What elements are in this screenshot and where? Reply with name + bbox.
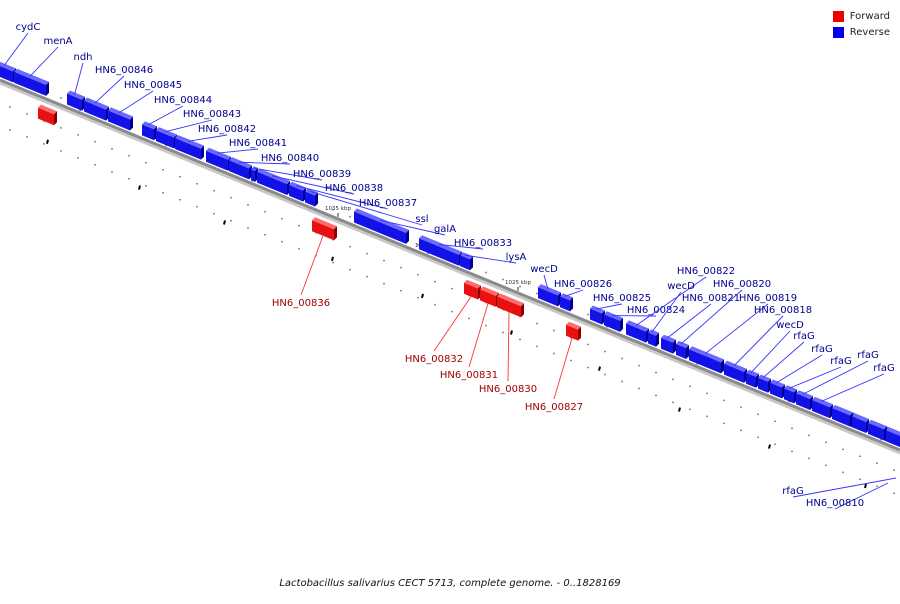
gene-label: menA xyxy=(43,36,72,47)
gene-label: HN6_00822 xyxy=(677,266,735,277)
gene-label: HN6_00831 xyxy=(440,370,498,381)
tick-label: 1025 kbp xyxy=(505,280,531,286)
gene-block-f2 xyxy=(464,280,481,300)
gene-block-g24 xyxy=(676,341,689,359)
gene-label: HN6_00840 xyxy=(261,153,319,164)
gene-label: wecD xyxy=(776,320,804,331)
gene-label: rfaG xyxy=(830,356,852,367)
gene-label: HN6_00843 xyxy=(183,109,241,120)
gene-label: HN6_00846 xyxy=(95,65,153,76)
track-dot-mark xyxy=(139,186,140,190)
gene-label: HN6_00844 xyxy=(154,95,212,106)
leader-line xyxy=(30,47,58,76)
gene-label: HN6_00839 xyxy=(293,169,351,180)
legend-forward: Forward xyxy=(833,8,890,24)
leader-line xyxy=(776,355,822,383)
leader-line xyxy=(821,374,884,402)
backbone-layer xyxy=(0,80,900,453)
forward-swatch xyxy=(833,11,844,22)
gene-label: HN6_00841 xyxy=(229,138,287,149)
track-dot-mark xyxy=(422,294,423,298)
leader-line xyxy=(763,342,804,378)
gene-label: HN6_00833 xyxy=(454,238,512,249)
track-dot-mark xyxy=(679,408,680,412)
track-dot-mark xyxy=(511,330,512,334)
gene-block-g16 xyxy=(460,252,473,270)
gene-label: HN6_00824 xyxy=(627,305,685,316)
gene-label: ndh xyxy=(73,52,92,63)
track-dot-mark xyxy=(769,445,770,449)
gene-face xyxy=(251,169,255,182)
gene-block-g22 xyxy=(648,329,659,346)
track-dot-mark xyxy=(47,140,48,144)
leader-line xyxy=(469,304,488,367)
gene-label: ssl xyxy=(415,214,428,225)
gene-label: HN6_00832 xyxy=(405,354,463,365)
gene-block-g28 xyxy=(758,375,771,393)
leader-line xyxy=(508,312,509,381)
gene-label: rfaG xyxy=(793,331,815,342)
track-dot-mark xyxy=(332,257,333,261)
leader-line xyxy=(75,63,84,95)
leader-line xyxy=(119,91,153,113)
gene-label: lysA xyxy=(506,252,527,263)
leader-line xyxy=(596,304,622,309)
gene-label: HN6_00821 xyxy=(682,293,740,304)
tick-label: 1035 kbp xyxy=(325,206,351,212)
gene-label: HN6_00845 xyxy=(124,80,182,91)
leader-line xyxy=(554,338,572,399)
leader-line xyxy=(434,297,471,351)
leader-line xyxy=(95,76,124,103)
gene-label: HN6_00838 xyxy=(325,183,383,194)
leader-line xyxy=(148,106,183,125)
track-dot-mark xyxy=(224,221,225,225)
leader-line xyxy=(188,135,227,141)
gene-label: HN6_00830 xyxy=(479,384,537,395)
gene-label: HN6_00827 xyxy=(525,402,583,413)
gene-label: HN6_00825 xyxy=(593,293,651,304)
legend-reverse: Reverse xyxy=(833,24,890,40)
reverse-swatch xyxy=(833,27,844,38)
genes-layer xyxy=(0,61,900,447)
gene-label: HN6_00826 xyxy=(554,279,612,290)
track-dot-mark xyxy=(865,484,866,488)
leader-line xyxy=(751,331,790,373)
gene-block-f0 xyxy=(38,105,57,126)
gene-label: HN6_00837 xyxy=(359,198,417,209)
backbone-line xyxy=(0,80,900,450)
gene-label: HN6_00819 xyxy=(739,293,797,304)
gene-block-f3 xyxy=(480,286,499,307)
gene-block-g27 xyxy=(746,370,759,388)
gene-label: rfaG xyxy=(782,486,804,497)
leader-line xyxy=(565,290,583,296)
gene-block-f5 xyxy=(566,322,581,341)
gene-label: galA xyxy=(434,224,456,235)
gene-label: rfaG xyxy=(873,363,895,374)
map-caption: Lactobacillus salivarius CECT 5713, comp… xyxy=(0,578,900,589)
legend-reverse-label: Reverse xyxy=(850,27,890,38)
gene-label: HN6_00842 xyxy=(198,124,256,135)
legend: Forward Reverse xyxy=(833,8,890,40)
backbone-shadow xyxy=(0,83,900,453)
gene-label: rfaG xyxy=(857,350,879,361)
gene-label: HN6_00820 xyxy=(713,279,771,290)
leader-line xyxy=(301,236,323,295)
leader-line xyxy=(217,149,258,153)
leader-line xyxy=(793,478,896,497)
legend-forward-label: Forward xyxy=(850,11,890,22)
gene-label: rfaG xyxy=(811,344,833,355)
leader-line xyxy=(4,33,28,66)
track-dot-mark xyxy=(599,367,600,371)
gene-block-g0 xyxy=(0,61,16,82)
gene-label: HN6_00818 xyxy=(754,305,812,316)
gene-label: cydC xyxy=(16,22,41,33)
gene-label: HN6_00810 xyxy=(806,498,864,509)
gene-label: wecD xyxy=(667,281,695,292)
gene-label: HN6_00836 xyxy=(272,298,330,309)
gene-label: wecD xyxy=(530,264,558,275)
